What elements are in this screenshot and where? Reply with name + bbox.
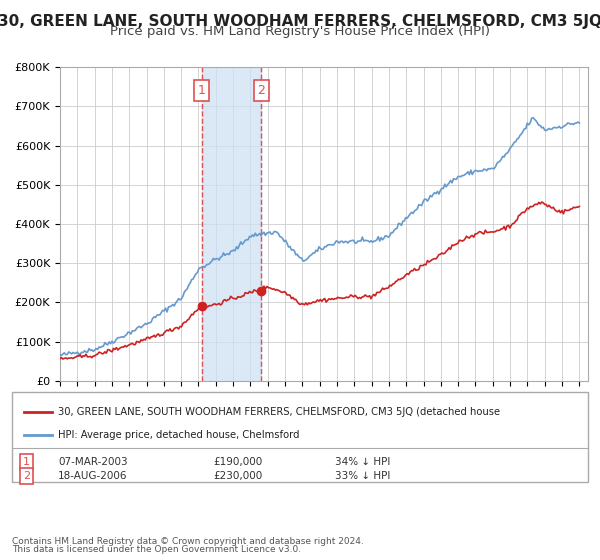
Text: 07-MAR-2003: 07-MAR-2003	[58, 457, 128, 467]
Text: £230,000: £230,000	[214, 471, 263, 481]
Text: 2: 2	[23, 471, 30, 481]
Text: 30, GREEN LANE, SOUTH WOODHAM FERRERS, CHELMSFORD, CM3 5JQ: 30, GREEN LANE, SOUTH WOODHAM FERRERS, C…	[0, 14, 600, 29]
Text: 1: 1	[23, 457, 30, 467]
Text: This data is licensed under the Open Government Licence v3.0.: This data is licensed under the Open Gov…	[12, 545, 301, 554]
Text: 1: 1	[197, 84, 206, 97]
Text: 34% ↓ HPI: 34% ↓ HPI	[335, 457, 390, 467]
Text: Contains HM Land Registry data © Crown copyright and database right 2024.: Contains HM Land Registry data © Crown c…	[12, 537, 364, 546]
Text: HPI: Average price, detached house, Chelmsford: HPI: Average price, detached house, Chel…	[58, 430, 299, 440]
Text: £190,000: £190,000	[214, 457, 263, 467]
Text: Price paid vs. HM Land Registry's House Price Index (HPI): Price paid vs. HM Land Registry's House …	[110, 25, 490, 38]
Bar	[202, 67, 262, 381]
Text: 33% ↓ HPI: 33% ↓ HPI	[335, 471, 390, 481]
Text: 30, GREEN LANE, SOUTH WOODHAM FERRERS, CHELMSFORD, CM3 5JQ (detached house: 30, GREEN LANE, SOUTH WOODHAM FERRERS, C…	[58, 407, 500, 417]
FancyBboxPatch shape	[12, 392, 588, 482]
Text: 18-AUG-2006: 18-AUG-2006	[58, 471, 128, 481]
Text: 2: 2	[257, 84, 265, 97]
